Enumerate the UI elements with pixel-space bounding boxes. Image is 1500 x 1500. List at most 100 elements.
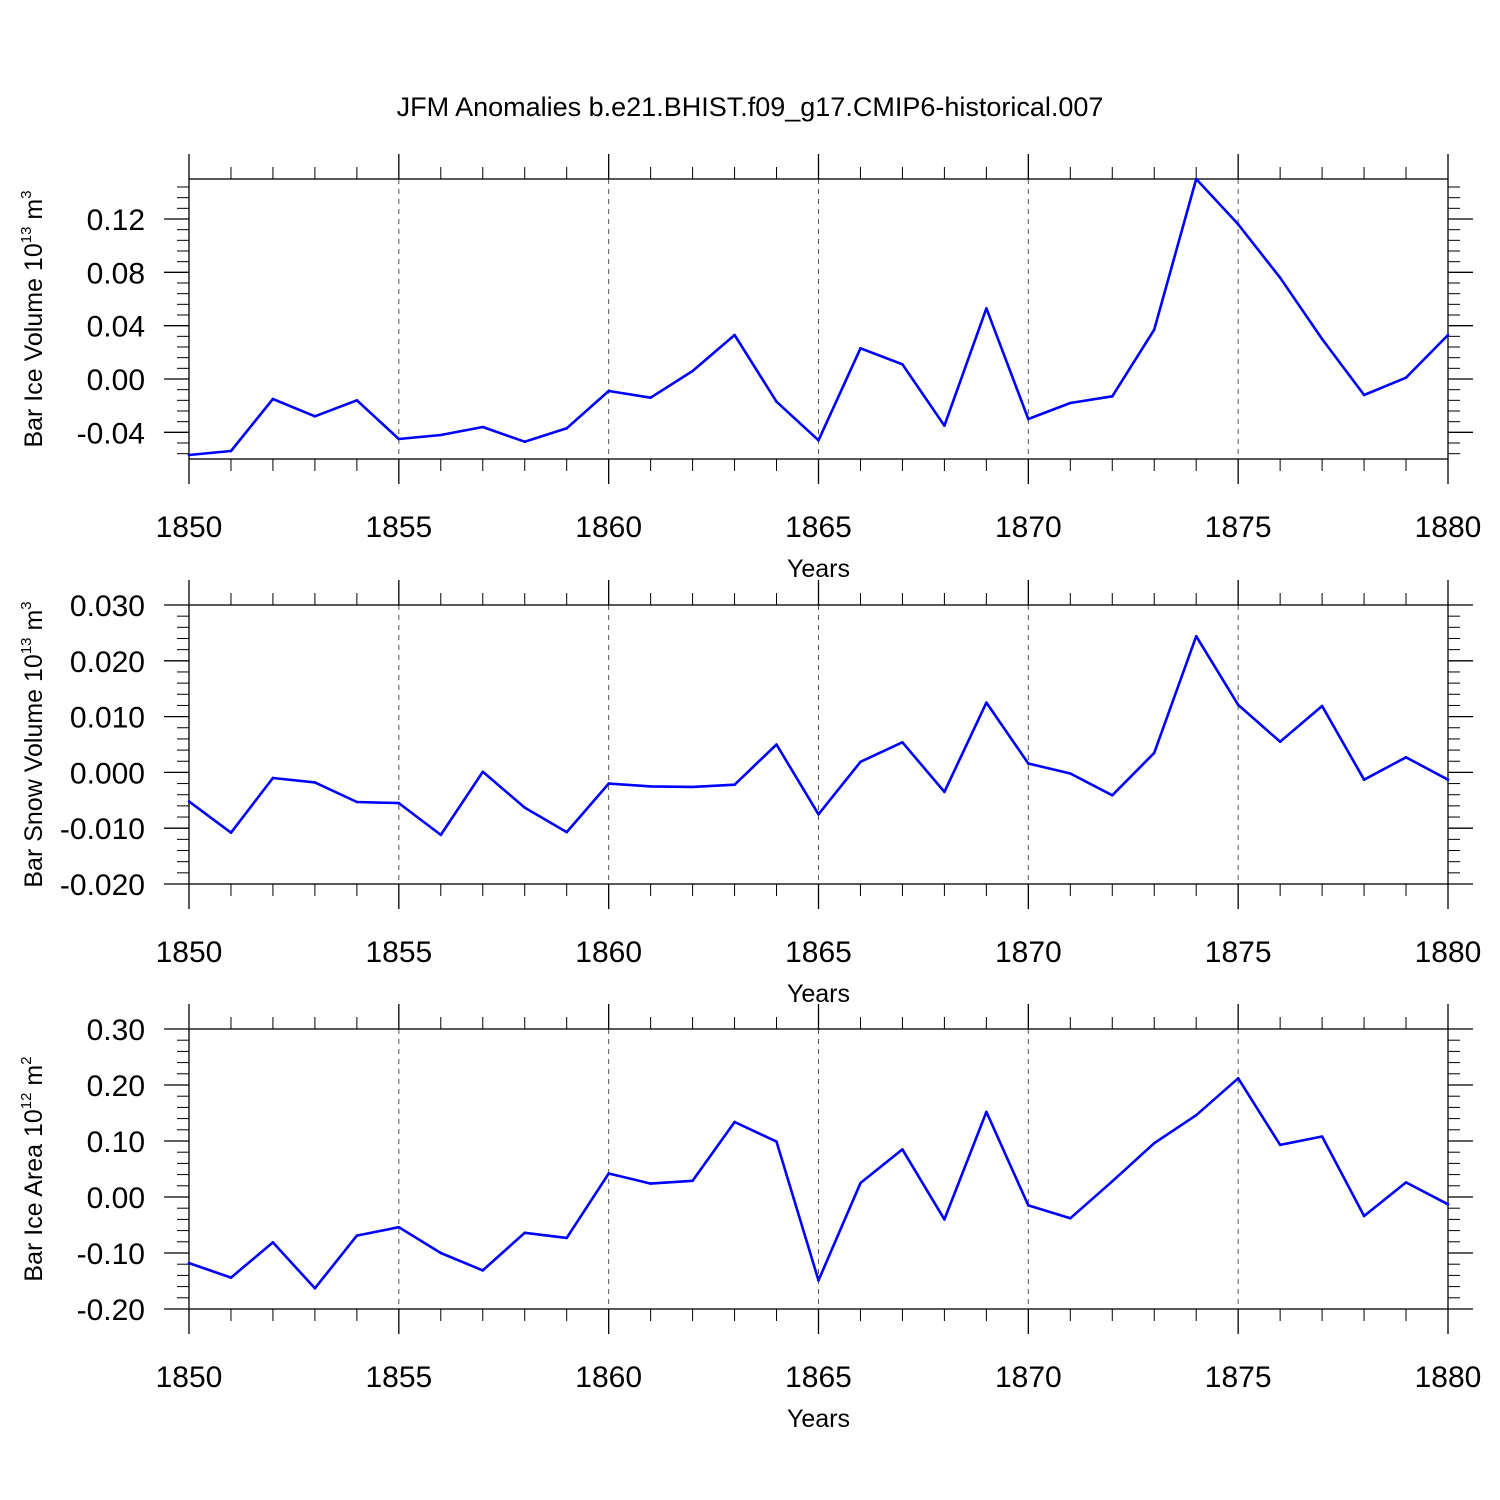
snow-volume-data-point-1880 [1446,778,1450,781]
snow-volume-data-point-1856 [439,833,443,837]
snow-volume-data-point-1870 [1027,762,1030,765]
ice-volume-ytick-label: 0.08 [87,257,145,290]
ice-volume-data-point-1855 [397,437,401,441]
ice-volume-data-point-1858 [523,440,527,443]
ice-volume-data-point-1853 [313,415,317,418]
ice-area-ylabel-unit: m [20,1065,48,1093]
snow-volume-ylabel-exp: 13 [18,637,35,654]
snow-volume-data-point-1852 [271,776,275,780]
ice-volume-data-point-1868 [943,424,946,427]
ice-area-data-point-1871 [1069,1216,1072,1220]
ice-area-data-point-1879 [1404,1181,1408,1184]
ice-volume-data-point-1863 [733,333,736,337]
ice-area-data-point-1858 [523,1231,527,1235]
snow-volume-data-point-1875 [1236,703,1240,707]
snow-volume-ylabel-main: Bar Snow Volume 10 [20,654,48,887]
ice-area-data-point-1866 [859,1181,862,1185]
ice-volume-xlabel: Years [787,555,850,583]
snow-volume-data-point-1859 [565,830,568,834]
ice-area-xtick-label: 1870 [995,1361,1062,1394]
snow-volume-ylabel-unit: m [20,610,48,638]
ice-area-ylabel: Bar Ice Area 1012 m2 [18,1056,48,1281]
ice-area-data-point-1876 [1278,1143,1282,1147]
ice-area-ytick-label: 0.20 [87,1070,145,1103]
snow-volume-data-point-1860 [607,782,610,785]
snow-volume-data-point-1879 [1404,756,1408,759]
ice-area-data-point-1856 [439,1251,443,1255]
ice-volume-ylabel-unit: m [20,199,48,227]
ice-area-ytick-label: 0.30 [87,1014,145,1047]
snow-volume-ylabel: Bar Snow Volume 1013 m3 [18,601,48,887]
ice-volume-data-point-1876 [1278,276,1282,279]
ice-area-xtick-label: 1875 [1205,1361,1272,1394]
ice-volume-ylabel: Bar Ice Volume 1013 m3 [18,190,48,447]
ice-volume-xtick-label: 1850 [156,511,223,544]
ice-area-ytick-label: -0.20 [77,1294,145,1327]
snow-volume-data-point-1876 [1278,740,1282,744]
ice-volume-ytick-label: -0.04 [77,417,145,450]
snow-volume-ytick-label: -0.010 [60,813,145,846]
ice-volume-data-point-1854 [355,399,359,402]
ice-area-data-point-1880 [1446,1202,1450,1206]
ice-volume-ylabel-unit-exp: 3 [18,190,35,198]
ice-area-ylabel-main: Bar Ice Area 10 [20,1109,48,1281]
ice-area-data-point-1874 [1194,1113,1198,1117]
ice-area-ytick-label: 0.00 [87,1182,145,1215]
ice-area-data-point-1859 [565,1236,568,1240]
ice-area-data-point-1869 [985,1110,988,1114]
ice-volume-ylabel-exp: 13 [18,227,35,244]
ice-area-ylabel-exp: 12 [18,1093,35,1110]
ice-area-ylabel-unit-exp: 2 [18,1056,35,1064]
snow-volume-xtick-label: 1860 [575,936,642,969]
ice-area-data-point-1870 [1027,1204,1030,1207]
snow-volume-ytick-label: -0.020 [60,869,145,902]
ice-area-xtick-label: 1865 [785,1361,852,1394]
ice-area-data-point-1853 [313,1286,317,1290]
ice-area-data-point-1867 [901,1148,904,1151]
ice-volume-data-point-1850 [187,453,191,457]
ice-area-data-point-1861 [649,1182,652,1185]
ice-volume-data-point-1874 [1194,177,1198,181]
ice-area-data-point-1873 [1152,1141,1156,1145]
ice-volume-xtick-label: 1875 [1205,511,1272,544]
ice-volume-ytick-label: 0.00 [87,364,145,397]
ice-area-data-point-1862 [691,1179,694,1183]
ice-volume-panel: -0.04 0.00 0.04 0.08 0.12 1850 1855 1860 1865 187… [18,154,1481,583]
ice-volume-data-point-1860 [607,389,610,393]
ice-area-data-point-1854 [355,1234,359,1237]
ice-area-data-point-1852 [271,1241,275,1244]
snow-volume-xtick-label: 1865 [785,936,852,969]
ice-volume-data-point-1864 [775,400,778,403]
ice-volume-data-point-1852 [271,397,275,401]
ice-volume-xtick-label: 1880 [1415,511,1482,544]
ice-area-ytick-label: -0.10 [77,1238,145,1271]
snow-volume-xtick-label: 1850 [156,936,223,969]
snow-volume-data-point-1858 [523,806,527,809]
ice-volume-xtick-label: 1860 [575,511,642,544]
ice-volume-data-point-1856 [439,433,443,437]
snow-volume-data-point-1877 [1320,704,1324,708]
ice-volume-data-point-1879 [1404,376,1408,379]
snow-volume-data-point-1865 [817,812,820,816]
snow-volume-data-point-1874 [1194,634,1198,638]
snow-volume-data-point-1861 [649,785,652,788]
ice-volume-xtick-label: 1855 [365,511,432,544]
ice-area-data-point-1857 [481,1269,485,1272]
ice-volume-ytick-label: 0.12 [87,204,145,237]
ice-volume-data-point-1871 [1069,401,1072,405]
snow-volume-data-point-1863 [733,783,736,786]
ice-volume-ylabel-main: Bar Ice Volume 10 [20,243,48,447]
ice-area-data-point-1872 [1110,1180,1114,1183]
snow-volume-data-point-1851 [229,831,233,834]
snow-volume-data-point-1878 [1362,778,1366,781]
snow-volume-xlabel: Years [787,980,850,1008]
snow-volume-data-point-1867 [901,740,904,744]
ice-area-data-point-1877 [1320,1135,1324,1138]
snow-volume-ytick-label: 0.030 [70,590,145,623]
snow-volume-data-point-1850 [187,800,191,803]
ice-volume-ytick-label: 0.04 [87,311,145,344]
ice-volume-xtick-label: 1870 [995,511,1062,544]
ice-volume-data-point-1861 [649,396,652,399]
snow-volume-xtick-label: 1875 [1205,936,1272,969]
ice-volume-data-point-1857 [481,425,485,429]
